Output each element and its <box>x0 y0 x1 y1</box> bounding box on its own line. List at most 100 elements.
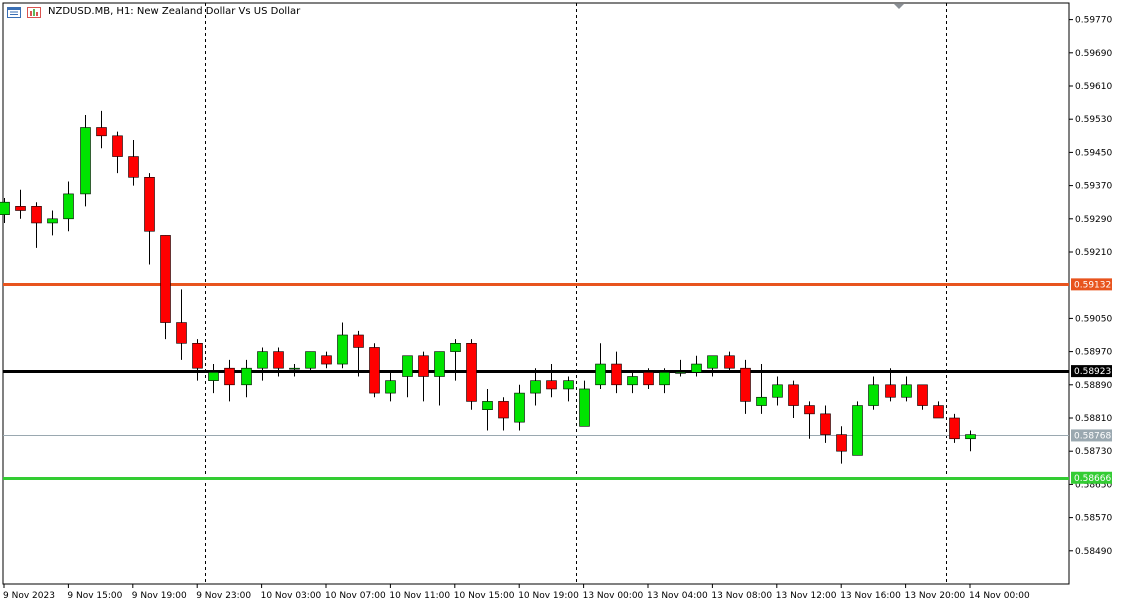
y-tick-label: 0.58490 <box>1075 547 1112 557</box>
candle-bear[interactable] <box>418 355 429 377</box>
candle-bull[interactable] <box>852 405 863 456</box>
candle-bull[interactable] <box>208 372 219 381</box>
candle-bull[interactable] <box>385 380 396 394</box>
candle-bull[interactable] <box>514 392 525 423</box>
price-label-resistance: 0.59132 <box>1074 280 1111 290</box>
candle-bull[interactable] <box>756 396 767 406</box>
candle-bear[interactable] <box>353 334 364 348</box>
candle-bear[interactable] <box>144 177 155 232</box>
y-tick-label: 0.59210 <box>1075 248 1112 258</box>
candle-bull[interactable] <box>241 367 252 386</box>
x-tick-label: 9 Nov 15:00 <box>67 591 122 601</box>
y-tick-label: 0.59530 <box>1075 115 1112 125</box>
candle-bear[interactable] <box>466 342 477 402</box>
y-tick-label: 0.59290 <box>1075 215 1112 225</box>
x-tick-label: 13 Nov 04:00 <box>647 591 708 601</box>
price-label-support: 0.58666 <box>1074 474 1111 484</box>
y-tick-label: 0.59610 <box>1075 82 1112 92</box>
y-tick-label: 0.58570 <box>1075 514 1112 524</box>
candle-bear[interactable] <box>31 206 42 224</box>
candle-bull[interactable] <box>289 367 300 370</box>
plot-frame <box>2 2 1070 585</box>
candle-bull[interactable] <box>482 401 493 410</box>
candle-bull[interactable] <box>675 372 686 374</box>
y-tick-label: 0.58810 <box>1075 414 1112 424</box>
bar-chart-icon <box>27 7 41 18</box>
candle-bear[interactable] <box>224 367 235 386</box>
candle-bear[interactable] <box>804 405 815 415</box>
candle-bull[interactable] <box>257 351 268 369</box>
x-tick-label: 13 Nov 16:00 <box>840 591 901 601</box>
price-label-box-support <box>1071 471 1112 484</box>
x-tick-label: 10 Nov 11:00 <box>389 591 450 601</box>
candle-bull[interactable] <box>901 384 912 398</box>
price-label-bid: 0.58768 <box>1074 431 1111 441</box>
candle-bear[interactable] <box>15 206 26 211</box>
price-label-box-pivot <box>1071 365 1112 378</box>
x-tick-label: 13 Nov 00:00 <box>583 591 644 601</box>
candle-bear[interactable] <box>740 367 751 402</box>
candle-bull[interactable] <box>707 355 718 369</box>
candle-bear[interactable] <box>160 235 171 323</box>
candle-bear[interactable] <box>546 380 557 390</box>
candle-bull[interactable] <box>434 351 445 377</box>
candle-bear[interactable] <box>321 355 332 365</box>
candle-bull[interactable] <box>691 363 702 373</box>
candle-bear[interactable] <box>885 384 896 398</box>
price-label-box-bid <box>1071 429 1112 442</box>
candle-bear[interactable] <box>949 417 960 440</box>
candle-bull[interactable] <box>402 355 413 377</box>
candle-bear[interactable] <box>176 322 187 344</box>
candle-bull[interactable] <box>772 384 783 398</box>
candle-bear[interactable] <box>112 135 123 157</box>
candle-bear[interactable] <box>498 401 509 419</box>
candle-bull[interactable] <box>63 193 74 220</box>
candle-bear[interactable] <box>724 355 735 369</box>
scroll-marker-icon[interactable] <box>894 4 904 9</box>
candle-bull[interactable] <box>47 218 58 224</box>
candle-bull[interactable] <box>0 201 10 215</box>
candle-bear[interactable] <box>128 156 139 178</box>
candle-bear[interactable] <box>192 342 203 369</box>
candle-bear[interactable] <box>820 413 831 435</box>
candle-bear[interactable] <box>273 351 284 369</box>
candle-bull[interactable] <box>579 388 590 427</box>
x-tick-label: 10 Nov 07:00 <box>325 591 386 601</box>
y-tick-label: 0.58970 <box>1075 348 1112 358</box>
x-tick-label: 13 Nov 08:00 <box>711 591 772 601</box>
x-tick-label: 13 Nov 20:00 <box>905 591 966 601</box>
symbol-title: NZDUSD.MB, H1: New Zealand Dollar Vs US … <box>48 6 301 17</box>
candle-bear[interactable] <box>917 384 928 406</box>
price-label-box-resistance <box>1071 278 1112 291</box>
candle-bear[interactable] <box>643 372 654 386</box>
candle-bull[interactable] <box>337 334 348 365</box>
chart-window-icon <box>7 7 21 18</box>
candle-bull[interactable] <box>80 127 91 195</box>
x-tick-label: 9 Nov 2023 <box>3 591 55 601</box>
y-tick-label: 0.59050 <box>1075 314 1112 324</box>
candle-bull[interactable] <box>965 434 976 440</box>
x-tick-label: 14 Nov 00:00 <box>969 591 1030 601</box>
y-tick-label: 0.59370 <box>1075 182 1112 192</box>
candle-bull[interactable] <box>450 342 461 352</box>
candle-bear[interactable] <box>836 434 847 452</box>
price-label-pivot: 0.58923 <box>1074 367 1111 377</box>
candle-bear[interactable] <box>96 127 107 137</box>
candle-bear[interactable] <box>788 384 799 406</box>
candle-bear[interactable] <box>611 363 622 386</box>
candle-bull[interactable] <box>868 384 879 406</box>
x-tick-label: 13 Nov 12:00 <box>776 591 837 601</box>
candle-bull[interactable] <box>563 380 574 390</box>
candle-bear[interactable] <box>369 347 380 394</box>
candle-bull[interactable] <box>659 372 670 386</box>
x-tick-label: 10 Nov 19:00 <box>518 591 579 601</box>
candle-bull[interactable] <box>627 376 638 386</box>
candle-bear[interactable] <box>933 405 944 419</box>
candle-bull[interactable] <box>530 380 541 394</box>
x-tick-label: 10 Nov 03:00 <box>261 591 322 601</box>
candle-bull[interactable] <box>305 351 316 369</box>
y-tick-label: 0.58650 <box>1075 480 1112 490</box>
candle-bull[interactable] <box>595 363 606 386</box>
